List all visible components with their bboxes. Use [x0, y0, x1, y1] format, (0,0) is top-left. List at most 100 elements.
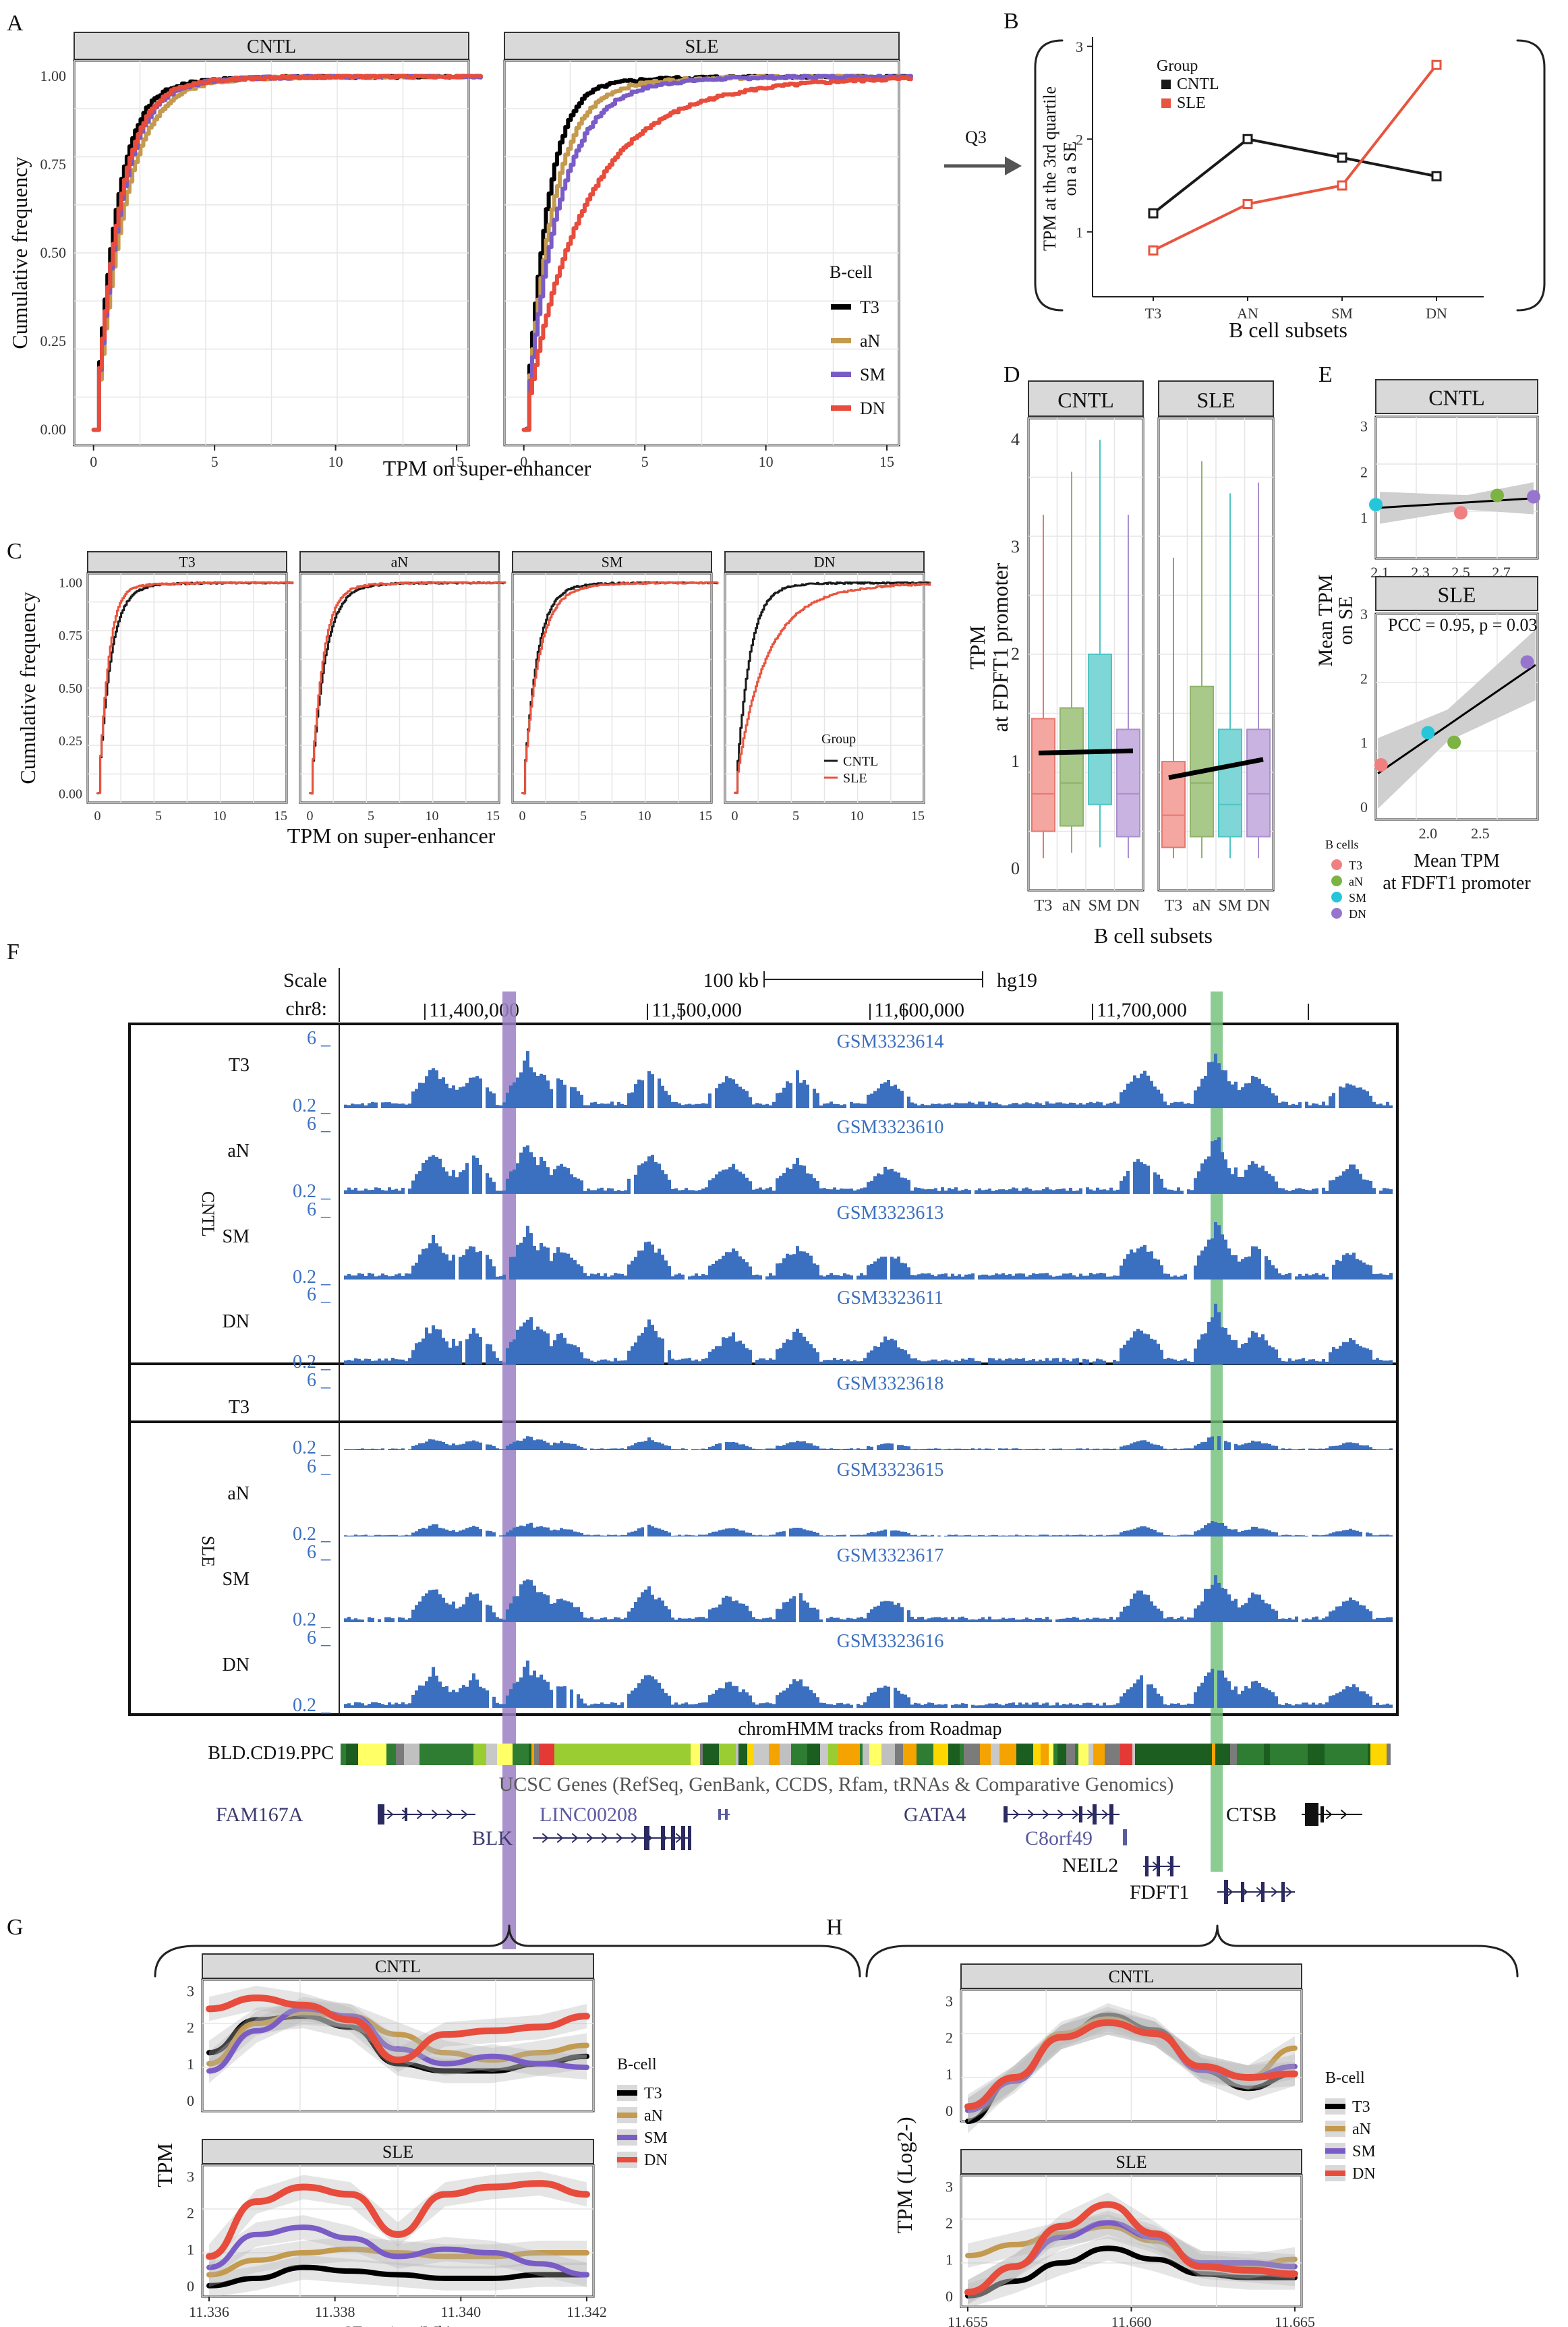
- signal-track: [344, 1575, 1393, 1622]
- ecdf-dn: [521, 76, 913, 432]
- chromhmm-segment: [820, 1744, 828, 1765]
- gene-exon: [688, 1826, 691, 1850]
- panel-g-ytick: 2: [187, 2204, 194, 2221]
- panel-c-facet-an-strip: [299, 551, 500, 573]
- legend-label: aN: [1349, 875, 1363, 888]
- gene-exon: [1281, 1882, 1285, 1902]
- panel-c-xtick: 15: [911, 809, 925, 824]
- legend-label: DN: [644, 2152, 668, 2169]
- panel-label-a: A: [7, 11, 24, 36]
- panel-d-xtick: DN: [1117, 897, 1140, 915]
- panel-f-chromhmm-label: BLD.CD19.PPC: [208, 1743, 334, 1764]
- chromhmm-segment: [1157, 1744, 1169, 1765]
- legend-label: DN: [1349, 907, 1366, 921]
- panel-label-d: D: [1004, 362, 1020, 387]
- panel-label-e: E: [1318, 362, 1333, 387]
- panel-c-facet-sm-strip: [512, 551, 712, 573]
- trend-line: [1038, 748, 1134, 755]
- series-line-sle: [1152, 63, 1438, 252]
- chromhmm-segment: [769, 1744, 780, 1765]
- panel-d-facet-cntl-strip: [1028, 380, 1144, 417]
- track-min-label: 0.2 _: [293, 1695, 331, 1716]
- legend-label: SM: [644, 2129, 668, 2147]
- chromhmm-segment: [1185, 1744, 1191, 1765]
- legend-label: T3: [1349, 859, 1362, 872]
- track-max-label: 6 _: [307, 1028, 331, 1049]
- chromhmm-segment: [719, 1744, 736, 1765]
- panel-b-xlabel: B cell subsets: [1229, 318, 1347, 342]
- legend-swatch-cntl: [1161, 80, 1171, 89]
- track-gsm-label: GSM3323613: [837, 1203, 944, 1224]
- chromhmm-segment: [346, 1744, 358, 1765]
- panel-d-xtick: DN: [1247, 897, 1271, 915]
- panel-g-xlabel: SE region (Mb): [343, 2323, 453, 2327]
- confidence-band: [968, 2192, 1295, 2305]
- legend-swatch-dn: [1331, 908, 1342, 919]
- chromhmm-segment: [1215, 1744, 1230, 1765]
- panel-label-c: C: [7, 539, 22, 564]
- panel-g-xtick: 11.342: [567, 2303, 607, 2320]
- panel-g-ytick: 0: [187, 2278, 194, 2295]
- chromhmm-segment: [590, 1744, 597, 1765]
- point-sm: [1421, 726, 1435, 740]
- track-min-label: 0.2 _: [293, 1267, 331, 1288]
- confidence-band: [209, 2004, 587, 2084]
- gene-strand-arrow: [1013, 1810, 1019, 1819]
- chromhmm-segment: [1078, 1744, 1088, 1765]
- gene-exon: [1170, 1856, 1173, 1876]
- panel-c-facet-dn-strip: [724, 551, 925, 573]
- panel-d-xtick: aN: [1192, 897, 1211, 915]
- legend-swatch-t3: [1331, 859, 1342, 870]
- point-cntl: [1431, 171, 1442, 181]
- chromhmm-segment: [665, 1744, 676, 1765]
- gene-strand-arrow: [1341, 1810, 1347, 1819]
- panel-a-xtick: 15: [879, 453, 894, 470]
- chromhmm-segment: [597, 1744, 612, 1765]
- panel-f-chr-label: chr8:: [285, 998, 327, 1020]
- chromhmm-segment: [529, 1744, 531, 1765]
- box-dn: [1116, 728, 1140, 838]
- panel-label-g: G: [7, 1915, 24, 1940]
- chromhmm-segment: [656, 1744, 665, 1765]
- panel-c-facet-t3-strip-label: T3: [179, 554, 195, 571]
- ecdf-cntl: [734, 581, 931, 794]
- track-min-label: 0.2 _: [293, 1609, 331, 1630]
- panel-f-position: 11,700,000: [1097, 999, 1187, 1021]
- panel-e-ytick: 2: [1360, 670, 1368, 687]
- point-an: [1447, 735, 1461, 749]
- panel-b-ylabel-2: on a SE: [1060, 142, 1080, 196]
- legend-label: aN: [644, 2107, 663, 2125]
- panel-h-facet-cntl-strip-label: CNTL: [1109, 1967, 1155, 1986]
- panel-h-xtick: 11.665: [1275, 2314, 1315, 2327]
- chromhmm-segment: [1016, 1744, 1033, 1765]
- chromhmm-segment: [432, 1744, 447, 1765]
- track-gsm-label: GSM3323614: [837, 1031, 944, 1052]
- brace: [865, 1924, 1519, 1978]
- gene-strand-arrow: [446, 1810, 453, 1819]
- chromhmm-segment: [1151, 1744, 1157, 1765]
- gene-exon: [1224, 1880, 1228, 1904]
- smooth-curve-an: [206, 2009, 589, 2067]
- panel-d-xlabel: B cell subsets: [1094, 923, 1213, 948]
- gene-strand-arrow: [587, 1833, 593, 1843]
- panel-f-scale-bar-label: 100 kb: [703, 969, 759, 992]
- gene-exon: [671, 1826, 675, 1850]
- panel-a-xtick: 0: [90, 453, 97, 470]
- confidence-band: [209, 2237, 587, 2287]
- panel-d-xtick: SM: [1088, 897, 1112, 915]
- panel-c-xtick: 10: [212, 809, 226, 824]
- track-min-label: 0.2 _: [293, 1524, 331, 1545]
- chromhmm-segment: [1066, 1744, 1075, 1765]
- gene-strand-arrow: [557, 1833, 563, 1843]
- point-sle: [1242, 199, 1253, 209]
- chromhmm-segment: [860, 1744, 863, 1765]
- panel-c-xtick: 0: [94, 809, 100, 824]
- panel-c-xtick: 5: [155, 809, 162, 824]
- gene-exon: [661, 1826, 665, 1850]
- chromhmm-segment: [1337, 1744, 1348, 1765]
- gene-exon: [1157, 1856, 1160, 1876]
- legend-label: T3: [1352, 2098, 1370, 2116]
- chromhmm-segment: [622, 1744, 627, 1765]
- bracket-left: [1034, 39, 1064, 312]
